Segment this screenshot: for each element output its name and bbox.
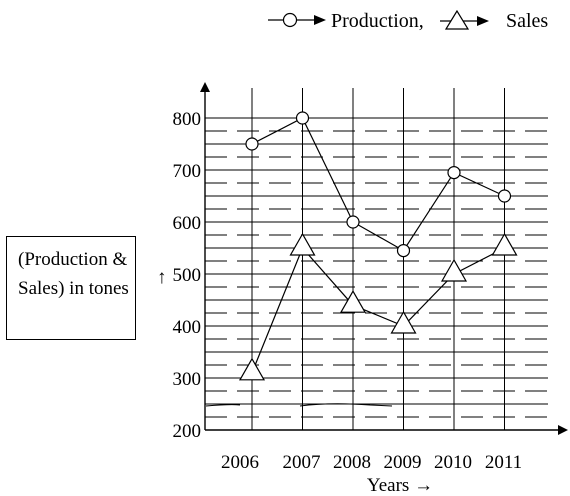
vertical-gridlines <box>251 88 505 430</box>
production-point <box>396 244 411 258</box>
sales-point <box>339 289 367 313</box>
sales-point <box>390 310 417 334</box>
x-axis-arrowhead <box>558 425 568 435</box>
production-point <box>346 215 360 229</box>
y-tick-label: 600 <box>173 213 202 234</box>
y-axis-arrowhead <box>200 82 210 92</box>
x-tick-label: 2006 <box>221 452 259 473</box>
y-axis-arrow-prefix: ↑ <box>157 267 167 288</box>
series-layer <box>238 111 518 381</box>
y-tick-labels: 200 300 400 600 700 800 500 <box>173 109 202 442</box>
x-tick-label: 2011 <box>485 452 522 473</box>
production-point <box>497 189 512 203</box>
y-tick-label: 500 <box>173 265 202 286</box>
y-axis-label: (Production & Sales) in tones <box>18 249 129 299</box>
legend-production-symbol <box>268 12 326 28</box>
y-tick-label: 300 <box>173 369 202 390</box>
legend: Production, Sales <box>268 8 568 36</box>
production-point <box>245 137 259 151</box>
series-line-production <box>251 117 505 252</box>
y-tick-label: 400 <box>173 317 202 338</box>
sales-point <box>238 357 266 381</box>
legend-sales-symbol <box>440 9 489 30</box>
y-axis-label-box: (Production & Sales) in tones <box>6 236 136 340</box>
legend-sales-label: Sales <box>506 10 549 32</box>
y-tick-label: 700 <box>173 161 202 182</box>
sales-point <box>289 232 316 256</box>
legend-production-label: Production, <box>331 10 424 32</box>
series-line-sales <box>251 246 505 374</box>
sales-point <box>440 258 468 282</box>
x-tick-label: 2007 <box>283 452 321 473</box>
production-point <box>295 111 310 125</box>
y-tick-label: 800 <box>173 109 202 130</box>
sales-point <box>491 232 518 256</box>
x-tick-label: 2010 <box>434 452 472 473</box>
x-tick-label: 2009 <box>384 452 422 473</box>
x-tick-labels: 2006 2007 2008 2009 2010 2011 <box>221 452 522 473</box>
legend-symbols <box>268 9 489 30</box>
axes <box>200 82 568 435</box>
x-tick-label: 2008 <box>333 452 371 473</box>
x-axis-label: Years → <box>367 475 433 496</box>
y-tick-label: 200 <box>173 421 202 442</box>
gridline-bottom-wavy <box>205 403 393 407</box>
production-point <box>447 166 461 180</box>
